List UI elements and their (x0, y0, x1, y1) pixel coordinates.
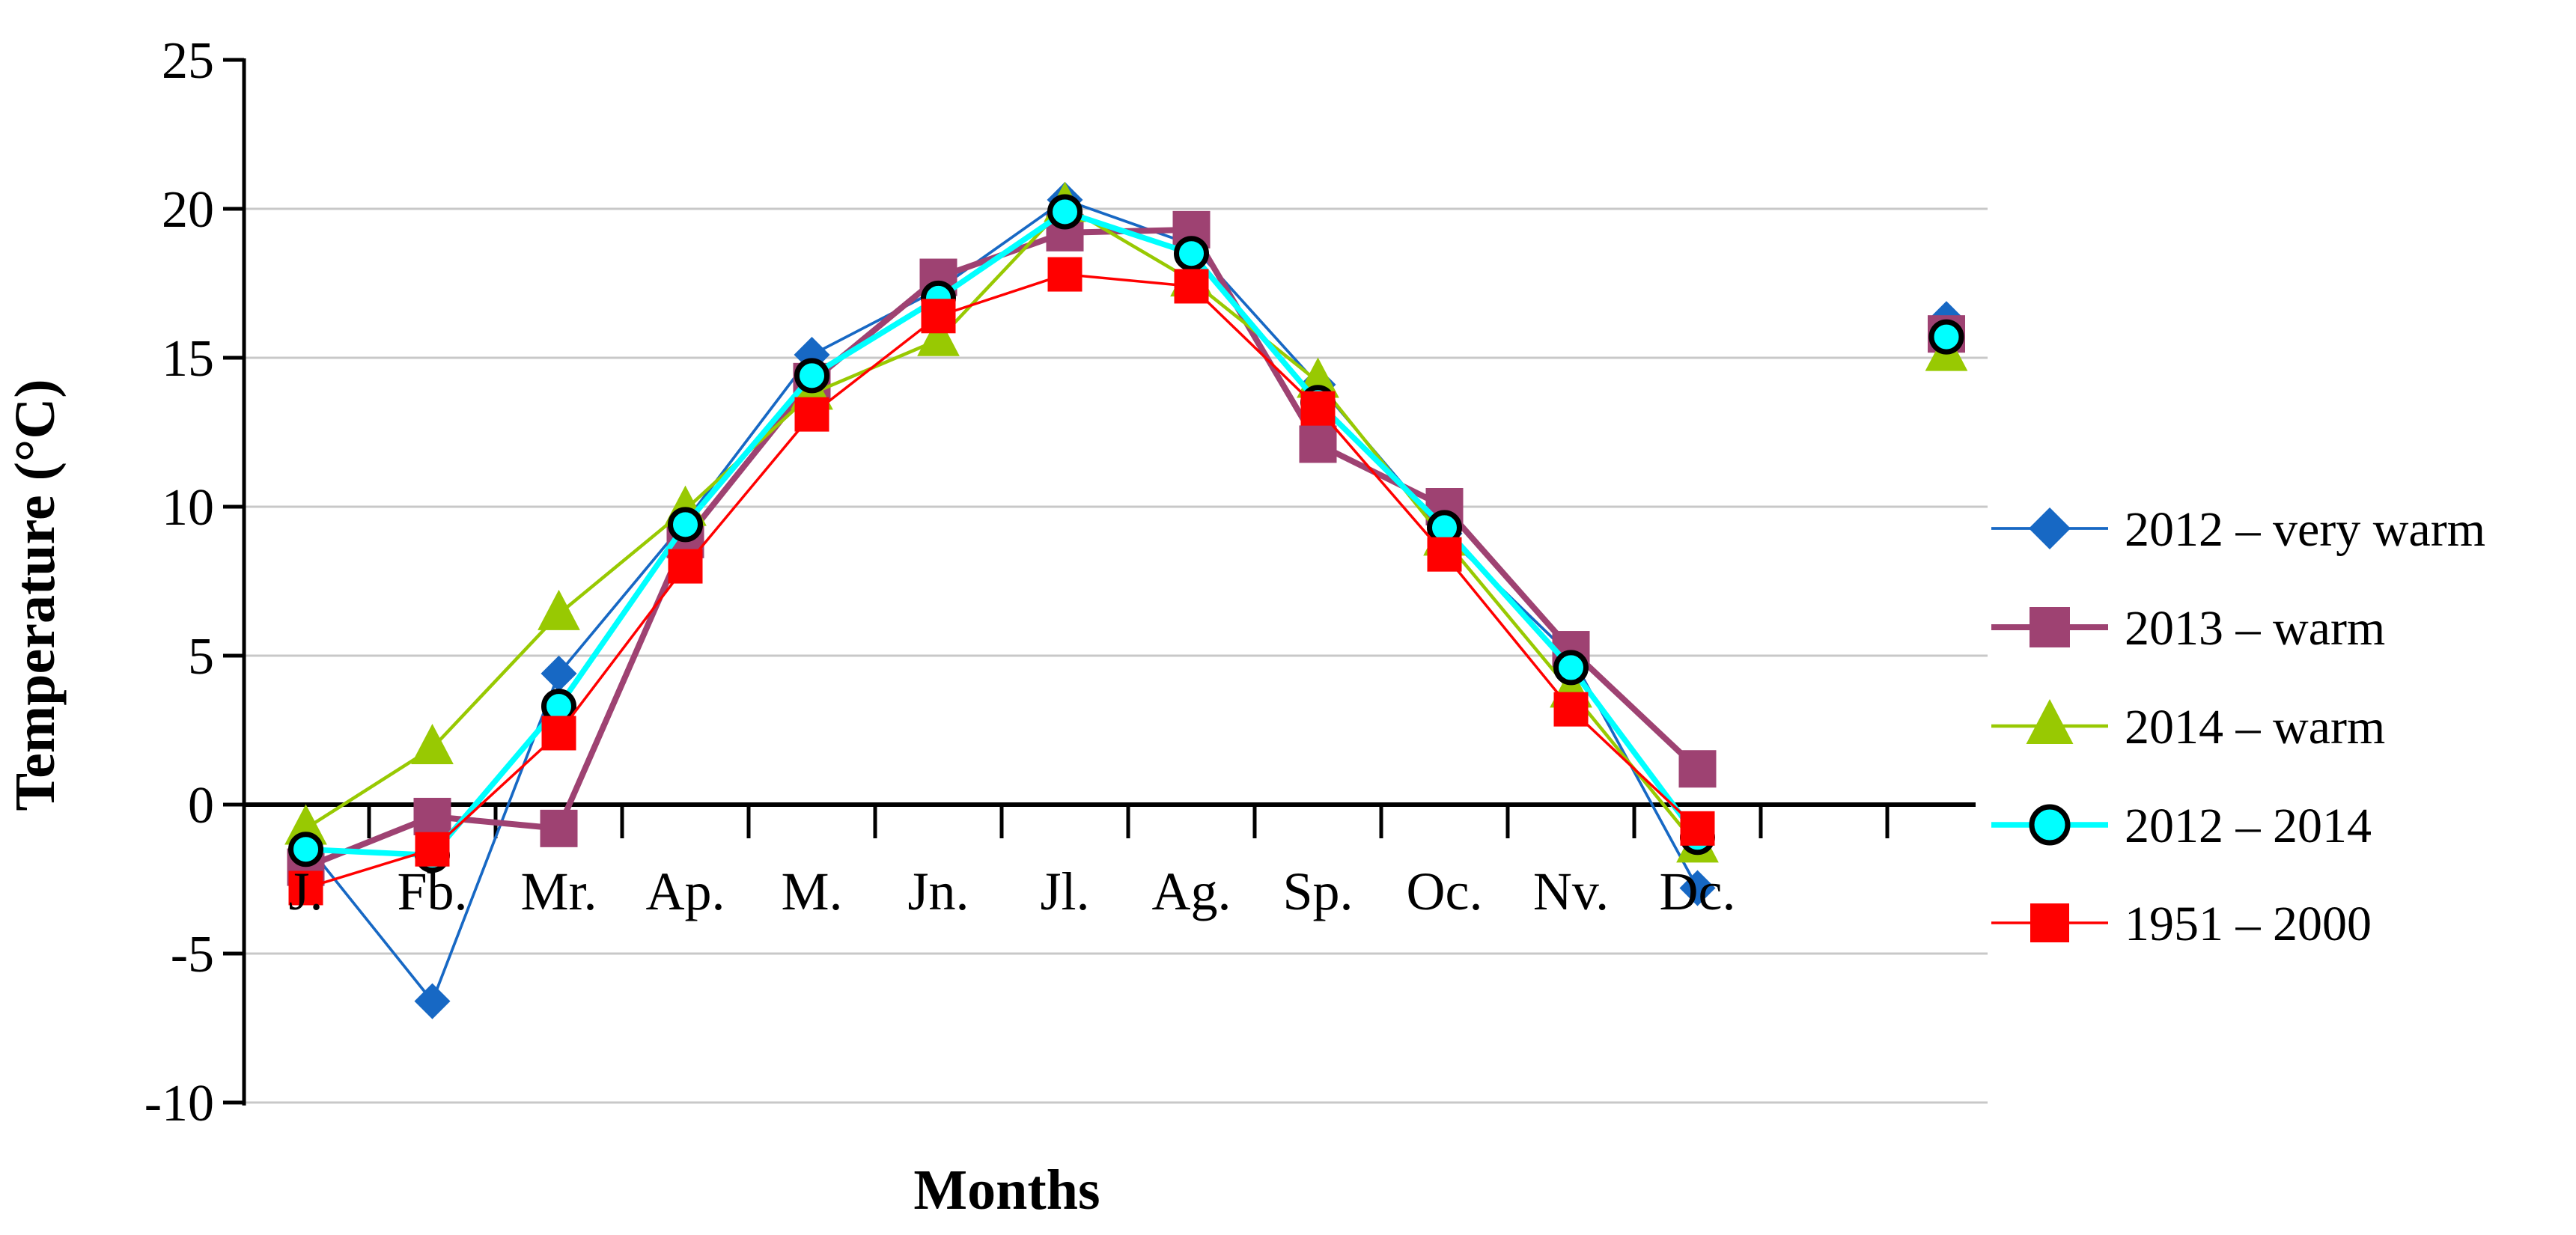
marker-4-Jl (1047, 257, 1083, 292)
x-label-Ag: Ag. (1152, 862, 1231, 921)
legend-label-3: 2012 – 2014 (2125, 799, 2372, 853)
legend-marker-3 (2029, 804, 2071, 846)
y-tick-label-15: 15 (162, 330, 214, 388)
marker-3-Ap (668, 507, 703, 543)
y-tick-label-10: 10 (162, 479, 214, 537)
gridlines-layer (244, 207, 1988, 1104)
legend-item-1: 2013 – warm (1991, 601, 2385, 656)
marker-2-J (284, 804, 327, 845)
marker-4-Nv (1553, 692, 1589, 727)
x-label-Sp: Sp. (1282, 862, 1353, 921)
y-tick-label-5: 5 (188, 628, 214, 686)
series-layer (284, 181, 1968, 1019)
marker-1-Mr (540, 809, 578, 847)
legend-label-1: 2013 – warm (2125, 601, 2385, 656)
marker-3-M (794, 358, 829, 394)
marker-4-Jn (921, 299, 956, 334)
marker-1-Dc (1678, 750, 1717, 788)
y-tick-label--10: -10 (144, 1075, 214, 1132)
x-label-Dc: Dc. (1660, 862, 1736, 921)
y-tick-label--5: -5 (171, 926, 214, 984)
x-label-Jl: Jl. (1040, 862, 1089, 921)
series-line-1 (305, 226, 1700, 870)
marker-2-Fb (411, 723, 454, 764)
marker-4-Oc (1427, 537, 1462, 572)
x-label-Jn: Jn. (907, 862, 969, 921)
legend-item-3: 2012 – 2014 (1991, 799, 2372, 853)
legend-item-0: 2012 – very warm (1991, 502, 2485, 557)
legend-label-4: 1951 – 2000 (2125, 897, 2372, 951)
x-label-Nv: Nv. (1533, 862, 1609, 921)
marker-4-Mr (541, 716, 576, 751)
marker-0-Fb (414, 983, 451, 1019)
marker-4-Ap (668, 549, 703, 584)
marker-4-Ag (1174, 269, 1209, 304)
marker-1-Sp (1299, 425, 1337, 463)
legend-item-4: 1951 – 2000 (1991, 897, 2372, 951)
marker-4-Dc (1680, 811, 1715, 846)
marker-3-extra (1928, 319, 1964, 355)
legend-item-2: 2014 – warm (1991, 699, 2385, 754)
series-line-4 (305, 272, 1699, 890)
legend: 2012 – very warm 2013 – warm 2014 – warm 20… (1991, 502, 2485, 951)
y-tick-label-20: 20 (162, 181, 214, 239)
marker-4-Sp (1300, 391, 1336, 426)
marker-1-Fb (413, 797, 451, 835)
legend-marker-0 (2029, 507, 2071, 549)
x-label-Ap: Ap. (646, 862, 725, 921)
marker-3-Jl (1047, 194, 1083, 230)
marker-4-M (794, 397, 829, 432)
x-label-Fb: Fb. (397, 862, 467, 921)
x-label-Mr: Mr. (520, 862, 597, 921)
legend-marker-4 (2030, 903, 2069, 942)
axes-layer (223, 58, 1976, 1106)
legend-marker-1 (2030, 607, 2070, 647)
marker-0-Dc (1679, 870, 1716, 906)
x-label-Oc: Oc. (1407, 862, 1483, 921)
axis-labels-layer: 25 20 15 10 5 0 -5 -10 J. Fb. Mr. Ap. M. Jn. Jl. Ag. Sp.… (144, 32, 1736, 1132)
marker-2-Mr (538, 589, 580, 630)
series-2013-–-warm (287, 210, 1965, 886)
marker-0-Mr (541, 655, 577, 692)
y-tick-label-25: 25 (162, 32, 214, 90)
x-label-J: J. (288, 862, 323, 921)
marker-4-Fb (415, 832, 450, 867)
series-1951-–-2000 (288, 257, 1715, 906)
series-line-0 (305, 198, 1699, 1003)
marker-3-Ag (1174, 236, 1209, 272)
legend-label-0: 2012 – very warm (2125, 502, 2485, 557)
y-tick-label-0: 0 (188, 777, 214, 835)
marker-3-J (288, 832, 323, 867)
series-line-2 (305, 204, 1699, 848)
x-axis-title: Months (913, 1159, 1100, 1222)
y-axis-title: Temperature (°C) (4, 379, 67, 811)
legend-label-2: 2014 – warm (2125, 700, 2385, 754)
legend-marker-2 (2026, 699, 2074, 744)
x-label-M: M. (781, 862, 842, 921)
marker-4-J (288, 870, 323, 906)
marker-3-Nv (1553, 650, 1589, 686)
marker-2-Jn (917, 315, 960, 356)
series-line-3 (305, 209, 1700, 859)
